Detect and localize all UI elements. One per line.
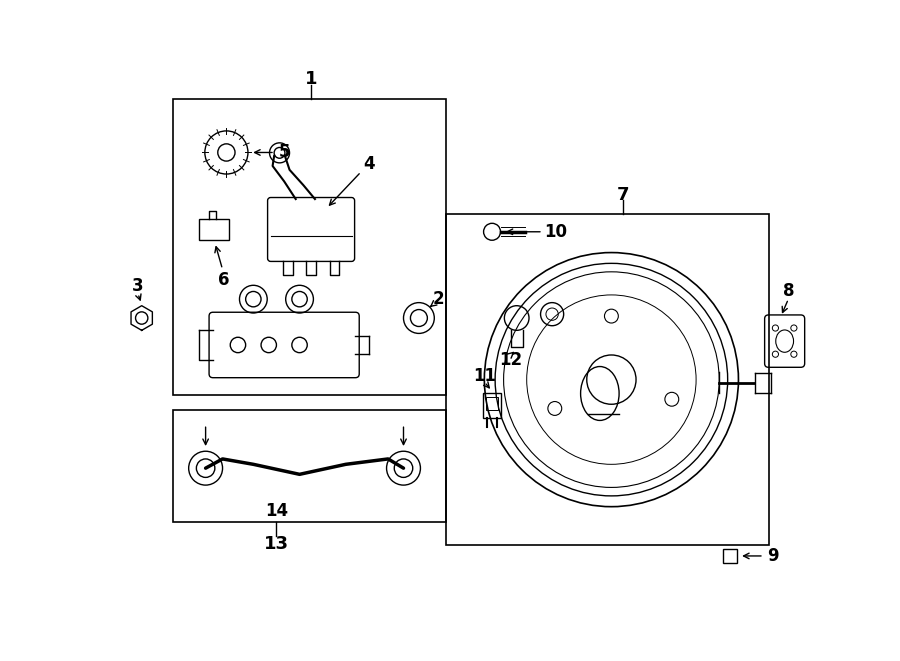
Text: 4: 4 — [363, 155, 374, 173]
Text: 9: 9 — [768, 547, 778, 565]
Text: 8: 8 — [783, 282, 794, 300]
Bar — [723, 549, 737, 563]
Text: 12: 12 — [499, 352, 522, 369]
Text: 3: 3 — [132, 277, 144, 295]
Text: 13: 13 — [264, 535, 289, 553]
Bar — [200, 219, 229, 240]
Bar — [486, 397, 499, 410]
Text: 14: 14 — [265, 502, 288, 520]
Text: 10: 10 — [544, 223, 568, 241]
Bar — [446, 214, 770, 545]
Text: 5: 5 — [278, 143, 290, 161]
Text: 11: 11 — [472, 367, 496, 385]
Bar — [482, 393, 501, 418]
Text: 7: 7 — [616, 186, 629, 204]
Text: 6: 6 — [219, 271, 230, 290]
Text: 1: 1 — [305, 70, 318, 89]
Bar — [173, 98, 446, 395]
Bar — [173, 410, 446, 522]
Text: 2: 2 — [432, 290, 444, 308]
